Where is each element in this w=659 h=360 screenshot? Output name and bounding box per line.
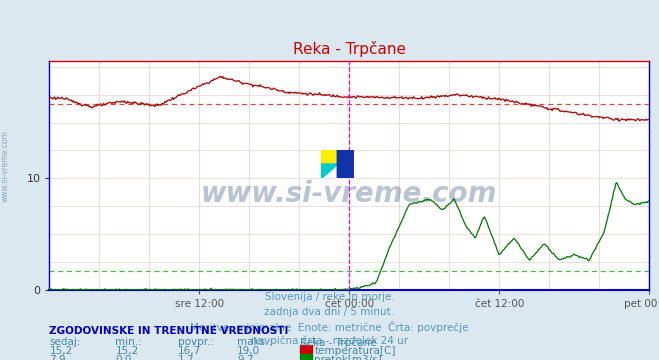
Text: min.:: min.: — [115, 337, 142, 347]
Text: 0,0: 0,0 — [115, 355, 132, 360]
Text: maks.:: maks.: — [237, 337, 272, 347]
Text: 7,9: 7,9 — [49, 355, 66, 360]
Text: 9,7: 9,7 — [237, 355, 254, 360]
Text: Meritve: minimalne  Enote: metrične  Črta: povprečje: Meritve: minimalne Enote: metrične Črta:… — [190, 321, 469, 333]
Text: zadnja dva dni / 5 minut.: zadnja dva dni / 5 minut. — [264, 307, 395, 317]
Text: 16,7: 16,7 — [178, 346, 201, 356]
Text: ZGODOVINSKE IN TRENUTNE VREDNOSTI: ZGODOVINSKE IN TRENUTNE VREDNOSTI — [49, 326, 289, 336]
Text: 1,7: 1,7 — [178, 355, 194, 360]
Text: www.si-vreme.com: www.si-vreme.com — [1, 130, 10, 202]
Text: 15,2: 15,2 — [115, 346, 138, 356]
Text: 15,2: 15,2 — [49, 346, 72, 356]
Text: Slovenija / reke in morje.: Slovenija / reke in morje. — [264, 292, 395, 302]
Text: navpična črta - razdelek 24 ur: navpična črta - razdelek 24 ur — [251, 336, 408, 346]
Text: sedaj:: sedaj: — [49, 337, 81, 347]
Text: Reka - Trpčane: Reka - Trpčane — [300, 337, 376, 348]
Text: pretok[m3/s]: pretok[m3/s] — [314, 355, 382, 360]
Text: temperatura[C]: temperatura[C] — [314, 346, 396, 356]
Title: Reka - Trpčane: Reka - Trpčane — [293, 41, 406, 57]
Text: povpr.:: povpr.: — [178, 337, 214, 347]
Text: www.si-vreme.com: www.si-vreme.com — [201, 180, 498, 208]
Text: 19,0: 19,0 — [237, 346, 260, 356]
